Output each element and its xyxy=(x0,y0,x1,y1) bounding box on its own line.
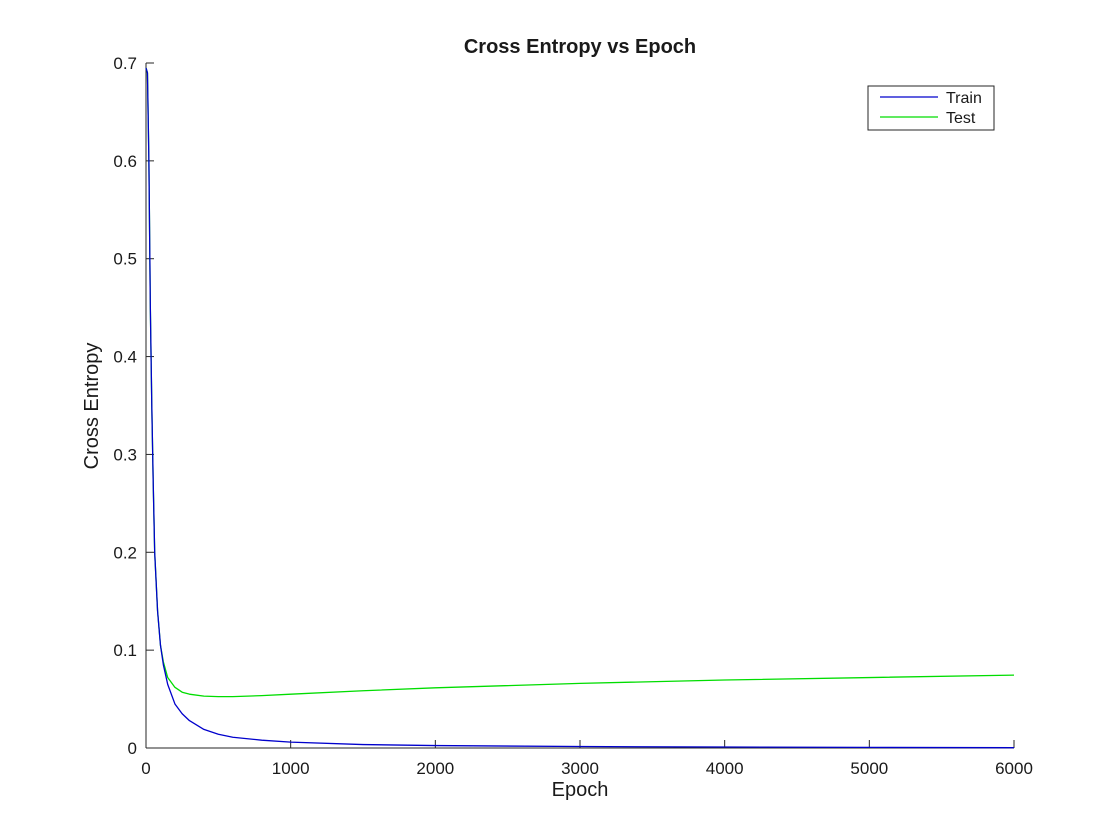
y-tick-label: 0.6 xyxy=(113,152,137,171)
series-line-test xyxy=(145,67,1015,698)
x-tick-label: 3000 xyxy=(561,759,599,778)
y-tick-label: 0.1 xyxy=(113,641,137,660)
x-tick-label: 4000 xyxy=(706,759,744,778)
x-axis-label: Epoch xyxy=(552,779,609,801)
y-tick-label: 0.2 xyxy=(113,543,137,562)
y-tick-label: 0.5 xyxy=(113,250,137,269)
legend: Train Test xyxy=(867,85,995,131)
x-tick-label: 5000 xyxy=(850,759,888,778)
legend-label-train: Train xyxy=(946,90,982,107)
x-tick-label: 2000 xyxy=(416,759,454,778)
legend-label-test: Test xyxy=(946,110,976,127)
y-tick-label: 0.7 xyxy=(113,54,137,73)
chart-title: Cross Entropy vs Epoch xyxy=(464,36,696,58)
series-line-train xyxy=(145,67,1015,749)
y-tick-label: 0 xyxy=(128,739,137,758)
y-tick-label: 0.3 xyxy=(113,445,137,464)
y-tick-label: 0.4 xyxy=(113,348,137,367)
legend-box xyxy=(867,85,995,131)
x-tick-label: 0 xyxy=(141,759,150,778)
x-tick-label: 6000 xyxy=(995,759,1033,778)
x-tick-label: 1000 xyxy=(272,759,310,778)
series-lines xyxy=(145,67,1015,749)
y-axis-label: Cross Entropy xyxy=(81,343,103,470)
axes: 0 1000 2000 3000 4000 5000 6000 0 0.1 0.2 0.3 0.4 0.… xyxy=(113,54,1033,778)
